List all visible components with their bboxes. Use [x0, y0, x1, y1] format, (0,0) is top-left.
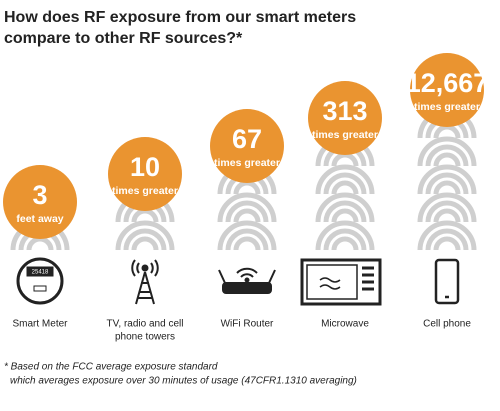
rf-arc [217, 192, 277, 223]
rf-arc [233, 208, 261, 223]
item-label: Smart Meter [12, 319, 68, 330]
router-icon [218, 267, 276, 294]
rf-arc [315, 164, 375, 195]
badge [308, 81, 382, 155]
rf-arc [26, 236, 54, 251]
rf-arc [233, 236, 261, 251]
rf-arc [417, 136, 477, 167]
badge-sublabel: feet away [16, 213, 63, 225]
rf-arc [331, 180, 359, 195]
badge [410, 53, 484, 127]
rf-arc [115, 220, 175, 251]
badge-number: 313 [322, 96, 367, 126]
footnote: which averages exposure over 30 minutes … [10, 376, 357, 387]
badge-number: 67 [232, 124, 262, 154]
rf-arc [323, 228, 367, 251]
badge-number: 12,667 [406, 68, 489, 98]
item-label: Cell phone [423, 319, 471, 330]
rf-arc [417, 220, 477, 251]
rf-arc [131, 208, 159, 223]
rf-arc [331, 152, 359, 167]
item-label: Microwave [321, 319, 369, 330]
rf-arc [433, 152, 461, 167]
rf-arc [425, 144, 469, 167]
rf-arc [323, 200, 367, 223]
rf-arc [331, 236, 359, 251]
item-label: TV, radio and cell [107, 319, 184, 330]
rf-arc [315, 192, 375, 223]
title-line: compare to other RF sources?* [4, 30, 243, 47]
rf-arc [417, 192, 477, 223]
badge-number: 10 [130, 152, 160, 182]
rf-arc [323, 172, 367, 195]
rf-arc [315, 220, 375, 251]
microwave-icon [300, 258, 382, 306]
svg-text:25418: 25418 [32, 270, 49, 276]
rf-arc [425, 228, 469, 251]
rf-arc [123, 228, 167, 251]
badge-sublabel: times greater [414, 101, 480, 113]
badge [3, 165, 77, 239]
rf-arc [217, 220, 277, 251]
rf-arc [417, 164, 477, 195]
badge [108, 137, 182, 211]
item-label: WiFi Router [221, 319, 274, 330]
badge [210, 109, 284, 183]
rf-arc [433, 124, 461, 139]
rf-arc [433, 208, 461, 223]
rf-arc [233, 180, 261, 195]
rf-arc [433, 236, 461, 251]
badge-sublabel: times greater [312, 129, 378, 141]
badge-sublabel: times greater [112, 185, 178, 197]
rf-arc [331, 208, 359, 223]
footnote: * Based on the FCC average exposure stan… [4, 362, 218, 373]
item-label: phone towers [115, 332, 175, 343]
rf-arc [425, 172, 469, 195]
badge-number: 3 [32, 180, 47, 210]
rf-arc [225, 228, 269, 251]
tower-icon [131, 259, 159, 305]
rf-arc [433, 180, 461, 195]
rf-arc [425, 200, 469, 223]
phone-icon [434, 258, 460, 305]
rf-arc [131, 236, 159, 251]
smart-meter-icon: 25418 [16, 257, 64, 305]
rf-arc [225, 200, 269, 223]
badge-sublabel: times greater [214, 157, 280, 169]
title-line: How does RF exposure from our smart mete… [4, 9, 356, 26]
